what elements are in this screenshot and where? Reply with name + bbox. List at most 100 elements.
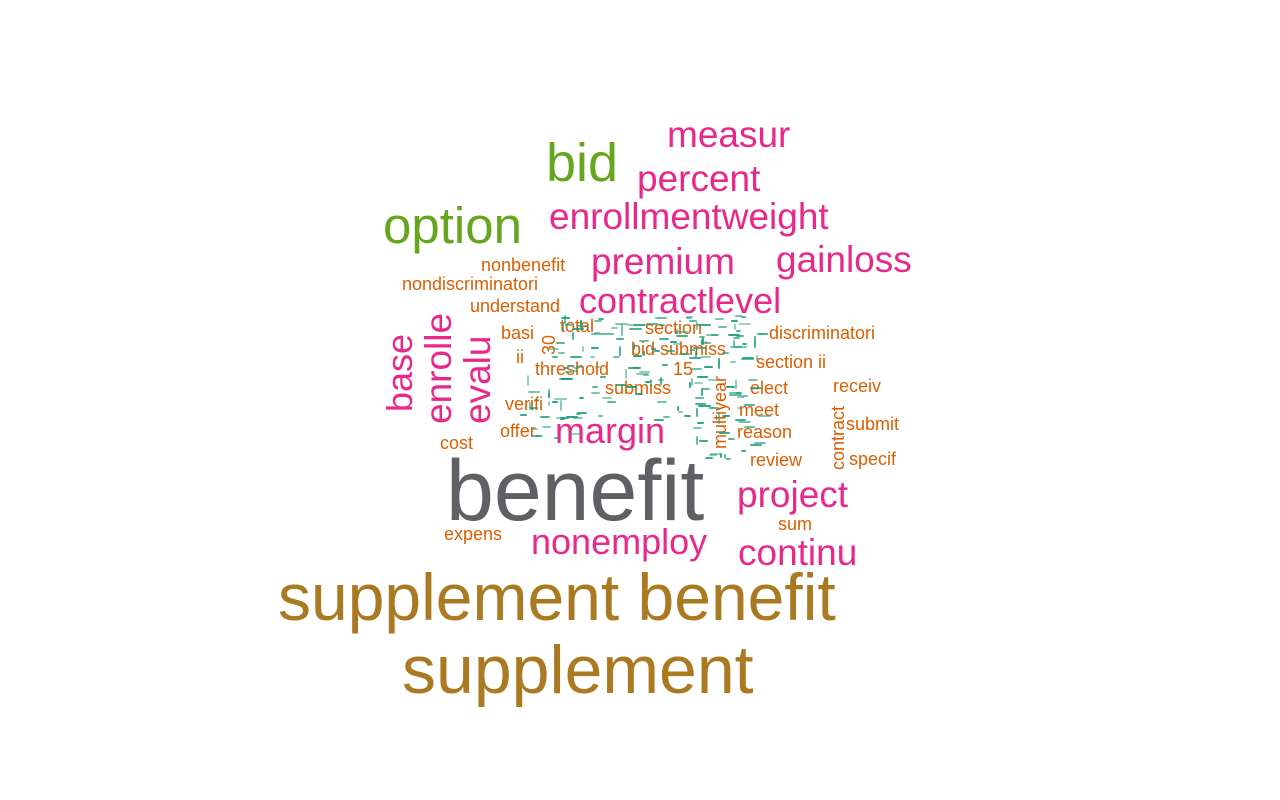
word-enrollmentweight: enrollmentweight: [549, 196, 829, 237]
word-submit: submit: [846, 414, 900, 434]
tiny-word-mark: [695, 397, 705, 400]
word-review: review: [750, 450, 803, 470]
tiny-word-mark: [520, 414, 528, 417]
tiny-word-mark: [693, 427, 703, 430]
word-supplement-benefit: supplement benefit: [278, 560, 836, 634]
tiny-word-mark: [741, 394, 748, 397]
tiny-word-mark: [719, 453, 722, 459]
tiny-word-mark: [737, 406, 744, 409]
tiny-word-mark: [600, 376, 607, 379]
tiny-word-mark: [635, 392, 644, 395]
tiny-word-mark: [724, 453, 727, 459]
tiny-word-mark: [548, 400, 551, 406]
word-15: 15: [673, 359, 694, 379]
tiny-word-mark: [734, 419, 746, 422]
tiny-word-mark: [616, 337, 625, 340]
tiny-word-mark: [701, 387, 703, 396]
tiny-word-mark: [565, 416, 578, 419]
tiny-word-mark: [597, 317, 604, 320]
tiny-word-mark: [741, 342, 747, 345]
word-section: section: [645, 318, 703, 338]
tiny-word-mark: [654, 349, 661, 352]
tiny-word-mark: [551, 401, 558, 404]
tiny-word-mark: [707, 406, 714, 409]
tiny-word-mark: [702, 337, 705, 346]
tiny-word-mark: [548, 347, 559, 350]
tiny-word-mark: [589, 355, 595, 358]
tiny-word-mark: [741, 450, 747, 453]
word-expens: expens: [444, 524, 503, 544]
word-receiv: receiv: [833, 376, 882, 396]
word-evalu: evalu: [457, 335, 498, 424]
tiny-word-mark: [642, 350, 645, 356]
tiny-word-mark: [757, 332, 769, 335]
tiny-word-mark: [593, 320, 602, 323]
tiny-word-mark: [662, 364, 669, 367]
tiny-word-mark: [592, 385, 599, 388]
tiny-word-mark: [685, 316, 692, 319]
tiny-word-mark: [718, 432, 730, 435]
word-contractlevel: contractlevel: [579, 280, 782, 321]
tiny-word-mark: [749, 444, 762, 447]
word-submiss: submiss: [605, 378, 672, 398]
tiny-word-mark: [733, 324, 736, 331]
tiny-word-mark: [639, 339, 650, 342]
tiny-word-mark: [636, 373, 650, 376]
word-measur: measur: [667, 114, 791, 155]
tiny-word-mark: [654, 316, 667, 319]
tiny-word-mark: [530, 427, 538, 430]
tiny-word-mark: [743, 425, 755, 428]
word-percent: percent: [637, 158, 761, 199]
tiny-word-mark: [731, 320, 739, 323]
tiny-word-mark: [571, 327, 584, 330]
tiny-word-mark: [594, 365, 600, 368]
word-base: base: [379, 333, 420, 412]
tiny-word-mark: [727, 438, 735, 441]
tiny-word-mark: [619, 346, 622, 357]
tiny-word-mark: [727, 333, 740, 336]
tiny-word-mark: [572, 370, 578, 373]
word-sum: sum: [778, 514, 813, 534]
tiny-word-mark: [658, 379, 665, 382]
tiny-word-mark: [581, 345, 584, 352]
tiny-word-mark: [531, 434, 543, 437]
tiny-word-mark: [742, 356, 755, 359]
word-nonbenefit: nonbenefit: [481, 255, 566, 275]
tiny-word-mark: [569, 355, 582, 358]
tiny-word-mark: [590, 333, 602, 336]
tiny-word-mark: [715, 318, 725, 321]
tiny-word-mark: [529, 407, 535, 410]
tiny-word-mark: [738, 322, 751, 325]
tiny-word-mark: [696, 376, 708, 379]
word-understand: understand: [470, 296, 561, 316]
tiny-word-mark: [705, 334, 718, 337]
tiny-word-mark: [728, 392, 740, 395]
tiny-word-mark: [699, 356, 711, 359]
tiny-word-mark: [645, 381, 652, 384]
tiny-word-mark: [629, 327, 643, 330]
tiny-word-mark: [561, 317, 571, 320]
tiny-word-mark: [701, 341, 712, 344]
tiny-word-mark: [558, 377, 572, 380]
tiny-word-mark: [740, 315, 746, 318]
tiny-word-mark: [658, 323, 665, 326]
tiny-word-mark: [743, 404, 755, 407]
tiny-word-mark: [607, 400, 617, 403]
tiny-word-mark: [698, 336, 705, 339]
tiny-word-mark: [692, 347, 706, 350]
tiny-word-mark: [568, 432, 581, 435]
tiny-word-mark: [695, 402, 707, 405]
tiny-word-mark: [557, 352, 565, 355]
word-premium: premium: [591, 241, 735, 282]
tiny-word-mark: [575, 413, 581, 416]
tiny-word-mark: [754, 336, 757, 349]
word-project: project: [737, 474, 849, 515]
tiny-word-mark: [534, 398, 540, 401]
tiny-word-mark: [729, 394, 743, 397]
tiny-word-mark: [576, 365, 584, 368]
tiny-word-mark: [639, 371, 651, 374]
tiny-word-mark: [572, 417, 583, 420]
tiny-word-mark: [552, 355, 559, 358]
word-discriminatori: discriminatori: [769, 323, 876, 343]
